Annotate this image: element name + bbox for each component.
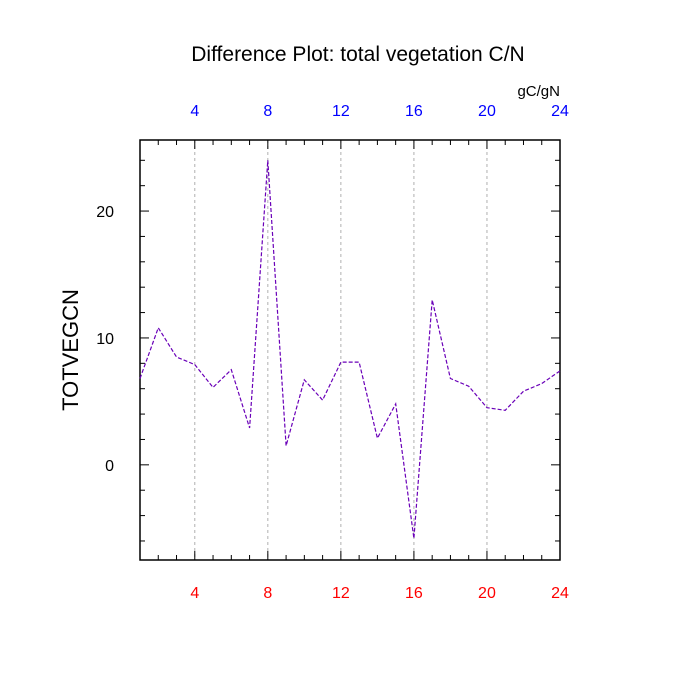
y-tick-label: 0 [105,458,114,475]
tick-label-layer: 4 4 8 8 12 12 16 16 20 20 24 24 0 10 20 [96,103,569,602]
x-tick-label-bottom: 8 [263,585,272,602]
x-tick-label-top: 12 [332,103,350,120]
x-tick-label-bottom: 4 [190,585,199,602]
units-label: gC/gN [517,83,560,100]
chart-title: Difference Plot: total vegetation C/N [191,43,524,66]
x-tick-label-bottom: 12 [332,585,350,602]
series-line [139,160,561,539]
y-axis-label: TOTVEGCN [58,289,83,411]
tick-layer [139,140,561,560]
x-tick-label-top: 20 [478,103,496,120]
series-layer [139,160,561,539]
x-tick-label-top: 24 [551,103,569,120]
x-tick-label-top: 8 [263,103,272,120]
x-tick-label-top: 4 [190,103,199,120]
x-tick-label-bottom: 16 [405,585,423,602]
y-tick-label: 20 [96,204,114,221]
x-tick-label-bottom: 20 [478,585,496,602]
x-tick-label-bottom: 24 [551,585,569,602]
plot-frame [139,139,561,561]
grid-layer [194,140,488,560]
x-tick-label-top: 16 [405,103,423,120]
y-tick-label: 10 [96,331,114,348]
